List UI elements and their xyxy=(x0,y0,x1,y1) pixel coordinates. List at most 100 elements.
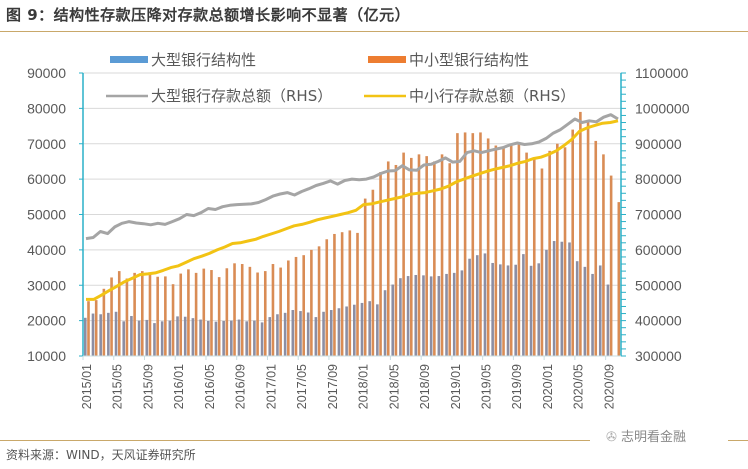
bar-large-struct xyxy=(437,276,441,356)
bar-small-struct xyxy=(609,175,613,356)
line-small-total xyxy=(86,119,619,301)
bar-small-struct xyxy=(548,150,551,356)
bar-small-struct xyxy=(148,274,152,356)
x-tick-label: 2018/01 xyxy=(357,364,371,409)
bar-large-struct xyxy=(422,275,425,356)
bar-large-struct xyxy=(199,319,202,356)
bar-small-struct xyxy=(202,268,206,356)
x-tick-label: 2019/09 xyxy=(510,364,524,409)
bar-large-struct xyxy=(99,314,102,356)
bar-large-struct xyxy=(399,278,402,356)
chart-svg: 10000 20000 30000 40000 50000 60000 70000 80000… xyxy=(27,51,690,409)
bar-small-struct xyxy=(125,278,129,356)
y-right-tick-label: 500000 xyxy=(635,277,682,293)
bar-large-struct xyxy=(114,311,118,356)
bar-large-struct xyxy=(522,254,525,356)
x-tick-label: 2019/01 xyxy=(449,364,463,409)
y-left-tick-label: 60000 xyxy=(27,171,66,187)
bar-small-struct xyxy=(279,267,282,356)
y-right-tick-label: 1100000 xyxy=(635,65,689,81)
bar-large-struct xyxy=(306,312,310,356)
bar-large-struct xyxy=(468,258,471,356)
y-left-tick-label: 30000 xyxy=(27,277,66,293)
bar-large-struct xyxy=(499,264,502,356)
bar-small-struct xyxy=(602,154,605,356)
y-left-tick-label: 10000 xyxy=(27,348,66,364)
line-large-total xyxy=(85,113,619,241)
bar-small-struct xyxy=(463,132,467,356)
bar-large-struct xyxy=(606,284,610,356)
watermark-text: 志明看金融 xyxy=(621,430,687,445)
bar-large-struct xyxy=(483,253,487,356)
y-right-tick-label: 600000 xyxy=(635,242,682,258)
bar-small-struct xyxy=(187,269,190,356)
bar-small-struct xyxy=(302,255,305,356)
wechat-icon: ✇ xyxy=(606,430,622,445)
bar-small-struct xyxy=(363,198,367,356)
x-tick-label: 2020/05 xyxy=(572,364,586,409)
x-tick-label: 2017/09 xyxy=(326,364,340,409)
bar-large-struct xyxy=(145,319,149,356)
bar-small-struct xyxy=(156,276,159,356)
y-right-tick-label: 1000000 xyxy=(635,100,690,116)
bar-small-struct xyxy=(294,256,298,356)
bar-large-struct xyxy=(568,242,571,356)
bar-small-struct xyxy=(348,230,352,356)
y-left-tick-label: 70000 xyxy=(27,136,66,152)
bar-large-struct xyxy=(383,290,387,356)
footer-divider xyxy=(0,440,590,441)
bar-large-struct xyxy=(253,320,256,356)
bar-large-struct xyxy=(452,272,456,356)
bar-large-struct xyxy=(514,264,517,356)
bar-large-struct xyxy=(322,311,325,356)
bar-small-struct xyxy=(256,272,259,356)
bar-large-struct xyxy=(260,322,264,356)
bar-large-struct xyxy=(160,321,164,356)
y-right-tick-label: 900000 xyxy=(635,136,682,152)
bar-large-struct xyxy=(245,321,248,356)
bar-small-struct xyxy=(194,272,198,356)
bar-small-struct xyxy=(433,161,436,356)
bar-large-struct xyxy=(329,310,333,356)
bar-large-struct xyxy=(491,262,494,356)
bar-small-struct xyxy=(233,263,236,356)
bar-large-struct xyxy=(414,274,418,356)
bar-large-struct xyxy=(376,304,379,356)
bar-small-struct xyxy=(532,157,536,356)
bar-large-struct xyxy=(460,270,464,356)
x-tick-label: 2015/05 xyxy=(111,364,125,409)
bar-small-struct xyxy=(179,273,183,356)
bar-small-struct xyxy=(117,271,121,356)
x-tick-label: 2018/09 xyxy=(418,364,432,409)
bar-small-struct xyxy=(456,133,459,356)
y-right-tick-label: 800000 xyxy=(635,171,682,187)
y-right-tick-label: 300000 xyxy=(635,348,682,364)
legend-swatch-bar xyxy=(110,56,148,63)
bar-large-struct xyxy=(360,302,364,356)
x-ticks: 2015/01 2015/05 2015/09 2016/01 2016/05 2016/… xyxy=(80,356,616,409)
bar-large-struct xyxy=(276,314,279,356)
bar-small-struct xyxy=(417,154,421,356)
bar-large-struct xyxy=(230,320,233,356)
bar-small-struct xyxy=(425,156,428,356)
bar-small-struct xyxy=(271,264,275,356)
bar-small-struct xyxy=(386,161,390,356)
bar-large-struct xyxy=(560,241,564,356)
bar-small-struct xyxy=(486,138,490,356)
bar-small-struct xyxy=(248,266,252,356)
bar-small-struct xyxy=(287,260,290,356)
bar-small-struct xyxy=(164,276,167,356)
bar-large-struct xyxy=(91,313,95,356)
bar-large-struct xyxy=(429,276,433,356)
bar-small-struct xyxy=(102,288,106,356)
bar-small-struct xyxy=(594,140,598,356)
bar-large-struct xyxy=(391,284,395,356)
x-tick-label: 2015/09 xyxy=(141,364,155,409)
axes xyxy=(79,72,626,357)
bar-small-struct xyxy=(502,147,505,356)
x-tick-label: 2019/05 xyxy=(480,364,494,409)
bar-large-struct xyxy=(583,266,587,356)
x-tick-label: 2017/01 xyxy=(264,364,278,409)
y-left-tick-label: 50000 xyxy=(27,207,66,223)
bar-small-struct xyxy=(141,271,144,356)
